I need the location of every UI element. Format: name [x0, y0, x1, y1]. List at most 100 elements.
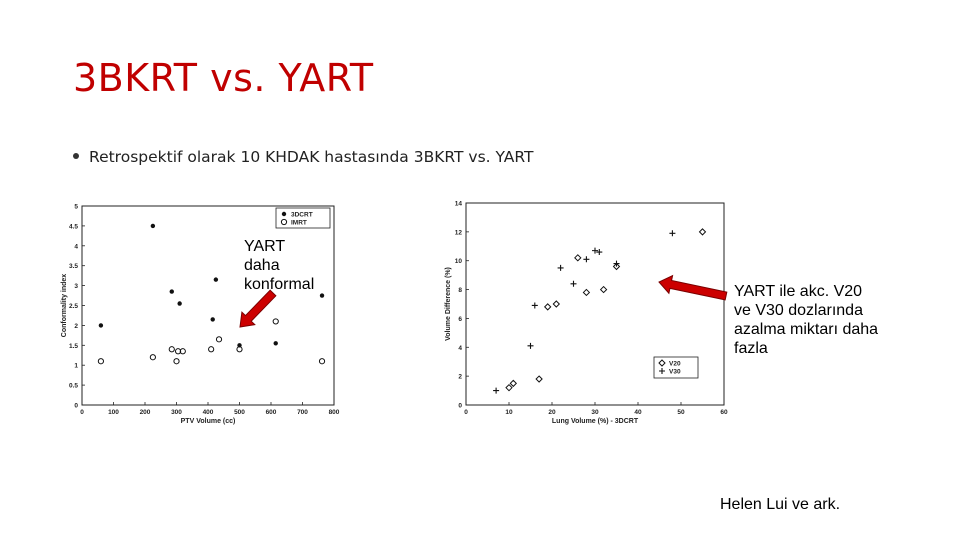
x-axis-label: PTV Volume (cc)	[181, 418, 236, 425]
data-point-v30	[583, 256, 590, 263]
y-tick-label: 0	[458, 403, 462, 410]
legend-box	[653, 356, 699, 379]
x-tick-label: 100	[108, 409, 119, 416]
y-tick-label: 4.5	[69, 223, 78, 230]
x-tick-label: 300	[171, 409, 182, 416]
y-tick-label: 0.5	[69, 383, 78, 390]
y-tick-label: 3	[74, 283, 78, 290]
data-point-v20	[535, 375, 543, 383]
x-tick-label: 600	[266, 409, 277, 416]
x-tick-label: 50	[677, 409, 685, 416]
data-point-v30	[592, 247, 598, 254]
legend-label: V20	[669, 361, 681, 368]
x-tick-label: 700	[297, 409, 308, 416]
annotation-left: YART daha konformal	[244, 237, 314, 294]
x-tick-label: 20	[548, 409, 556, 416]
data-point-v20	[612, 262, 621, 271]
data-point-imrt	[173, 358, 180, 365]
conformality-chart: 0 100 200 300 400 500 600 700 800 0 0.5 1 1.5 2 2.5 3 3.…	[61, 204, 340, 426]
y-tick-label: 8	[458, 287, 462, 294]
y-axis-label: Conformality index	[61, 274, 68, 338]
annotation-right-line: fazla	[734, 340, 768, 357]
annotation-right-line: azalma miktarı daha	[734, 321, 879, 338]
x-tick-label: 0	[464, 409, 468, 416]
data-point-v30	[527, 342, 534, 349]
volume-difference-chart: 0 10 20 30 40 50 60 0 2 4 6 8 10 12 14 Lung Volume (%) …	[445, 201, 728, 426]
data-point-3dcrt	[98, 323, 104, 328]
data-point-v30	[557, 264, 564, 271]
bullet-text: Retrospektif olarak 10 KHDAK hastasında …	[89, 148, 534, 166]
x-axis-label: Lung Volume (%) - 3DCRT	[552, 418, 639, 425]
legend-label: V30	[669, 369, 681, 376]
legend-box	[275, 207, 331, 229]
y-tick-label: 4	[74, 243, 78, 250]
data-point-v20	[599, 285, 608, 294]
y-tick-label: 2	[458, 374, 462, 381]
y-tick-label: 2	[74, 323, 78, 330]
y-tick-label: 2.5	[69, 303, 78, 310]
data-point-3dcrt	[273, 341, 278, 346]
annotation-left-line: daha	[244, 257, 280, 274]
data-point-v20	[582, 288, 591, 297]
data-point-v30	[570, 280, 577, 287]
data-point-v30	[531, 302, 538, 309]
y-tick-label: 1	[74, 363, 78, 370]
data-point-3dcrt	[150, 223, 156, 229]
data-point-3dcrt	[210, 317, 215, 322]
data-point-3dcrt	[177, 301, 182, 306]
x-tick-label: 30	[591, 409, 599, 416]
data-point-3dcrt	[319, 293, 325, 298]
y-tick-label: 0	[74, 403, 78, 410]
credit-text: Helen Lui ve ark.	[720, 496, 841, 513]
x-tick-label: 200	[140, 409, 151, 416]
data-point-v30	[493, 387, 500, 394]
data-point-imrt	[97, 358, 105, 365]
x-tick-label: 60	[720, 409, 728, 416]
legend-marker	[281, 211, 287, 217]
y-tick-label: 1.5	[69, 343, 78, 350]
data-point-imrt	[272, 318, 279, 325]
data-point-imrt	[179, 348, 186, 355]
y-tick-label: 3.5	[69, 263, 78, 270]
data-point-v20	[574, 254, 582, 262]
bullet-item: Retrospektif olarak 10 KHDAK hastasında …	[73, 148, 534, 166]
legend-label: IMRT	[291, 220, 307, 227]
annotation-right-line: ve V30 dozlarında	[734, 302, 863, 319]
legend-marker	[280, 218, 288, 226]
data-point-3dcrt	[213, 277, 219, 282]
annotation-left-line: konformal	[244, 276, 315, 293]
data-point-v20	[543, 303, 552, 311]
data-point-v20	[509, 379, 518, 388]
x-tick-label: 500	[234, 409, 245, 416]
x-tick-label: 800	[329, 409, 340, 416]
data-point-v30	[613, 260, 620, 267]
x-tick-label: 10	[505, 409, 513, 416]
data-point-imrt	[208, 346, 215, 353]
data-point-3dcrt	[169, 289, 174, 294]
slide-title: 3BKRT vs. YART	[73, 56, 374, 100]
y-tick-label: 5	[74, 204, 78, 211]
x-tick-label: 400	[203, 409, 214, 416]
y-axis-label: Volume Difference (%)	[445, 267, 452, 341]
y-tick-label: 4	[458, 345, 462, 352]
annotation-right-line: YART ile akc. V20	[734, 283, 863, 300]
data-point-v30	[669, 230, 676, 237]
annotation-right: YART ile akc. V20 ve V30 dozlarında azal…	[734, 282, 878, 358]
data-point-imrt	[215, 336, 223, 343]
legend-marker	[658, 359, 666, 367]
legend-label: 3DCRT	[291, 212, 313, 219]
y-tick-label: 10	[455, 258, 463, 265]
data-point-imrt	[236, 346, 243, 353]
data-point-imrt	[149, 354, 156, 361]
annotation-left-line: YART	[244, 238, 286, 255]
y-tick-label: 6	[458, 316, 462, 323]
data-point-imrt	[318, 358, 326, 365]
y-tick-label: 12	[455, 229, 463, 236]
data-point-v20	[505, 383, 513, 392]
data-point-v20	[698, 228, 707, 236]
y-tick-label: 14	[455, 201, 463, 208]
bullet-dot-icon	[73, 153, 79, 159]
data-point-v20	[552, 300, 561, 308]
legend-marker	[659, 368, 665, 374]
plot-frame	[81, 205, 335, 406]
